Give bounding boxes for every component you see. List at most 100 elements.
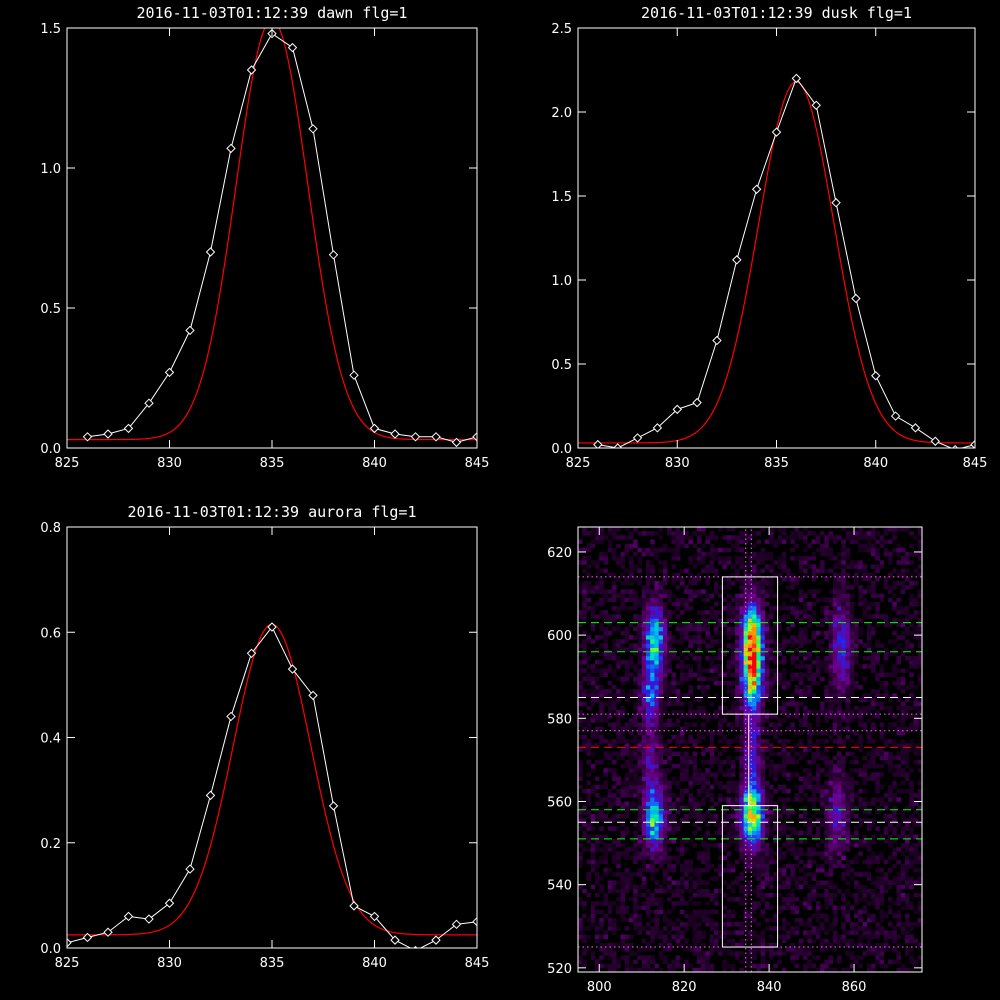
heatmap-cell	[650, 564, 655, 569]
heatmap-cell	[769, 539, 774, 544]
heatmap-cell	[739, 618, 744, 623]
heatmap-cell	[611, 701, 617, 707]
heatmap-cell	[726, 743, 732, 748]
heatmap-cell	[747, 730, 753, 736]
heatmap-cell	[781, 672, 787, 678]
heatmap-cell	[747, 751, 753, 757]
heatmap-cell	[637, 618, 643, 623]
heatmap-cell	[807, 726, 812, 732]
heatmap-cell	[849, 601, 855, 607]
heatmap-cell	[709, 668, 715, 673]
heatmap-cell	[832, 905, 838, 910]
heatmap-cell	[883, 942, 889, 948]
heatmap-cell	[696, 888, 702, 894]
heatmap-cell	[866, 547, 872, 553]
heatmap-cell	[756, 622, 761, 628]
heatmap-cell	[628, 951, 634, 956]
heatmap-cell	[688, 593, 693, 599]
heatmap-cell	[824, 813, 829, 819]
heatmap-cell	[832, 938, 838, 944]
heatmap-cell	[828, 589, 834, 594]
heatmap-cell	[722, 934, 727, 940]
heatmap-cell	[756, 805, 761, 811]
heatmap-cell	[726, 755, 732, 761]
heatmap-cell	[684, 622, 689, 628]
heatmap-cell	[671, 822, 676, 827]
heatmap-cell	[650, 597, 655, 603]
heatmap-cell	[645, 597, 651, 603]
heatmap-cell	[667, 689, 672, 694]
heatmap-cell	[599, 926, 604, 931]
heatmap-cell	[862, 643, 868, 648]
heatmap-cell	[747, 963, 753, 969]
heatmap-cell	[611, 655, 617, 661]
heatmap-cell	[888, 909, 893, 915]
heatmap-cell	[862, 797, 868, 802]
heatmap-cell	[875, 942, 880, 948]
heatmap-cell	[781, 680, 787, 686]
heatmap-cell	[769, 880, 774, 885]
heatmap-cell	[633, 568, 638, 574]
heatmap-cell	[858, 543, 863, 549]
heatmap-cell	[645, 759, 651, 765]
heatmap-cell	[786, 606, 791, 611]
heatmap-cell	[599, 739, 604, 744]
heatmap-cell	[650, 664, 655, 669]
heatmap-cell	[616, 797, 621, 802]
heatmap-cell	[603, 701, 609, 707]
heatmap-cell	[607, 751, 613, 757]
heatmap-cell	[820, 751, 825, 757]
heatmap-cell	[862, 572, 868, 578]
heatmap-cell	[837, 959, 842, 964]
heatmap-cell	[845, 685, 851, 690]
heatmap-cell	[858, 917, 863, 923]
heatmap-cell	[590, 855, 596, 861]
heatmap-cell	[713, 897, 719, 902]
heatmap-cell	[764, 959, 770, 964]
heatmap-cell	[752, 593, 757, 599]
heatmap-cell	[603, 597, 609, 603]
heatmap-cell	[803, 901, 808, 906]
heatmap-cell	[739, 901, 744, 906]
heatmap-cell	[896, 668, 902, 673]
heatmap-cell	[599, 601, 604, 607]
heatmap-cell	[616, 556, 621, 561]
heatmap-cell	[769, 689, 774, 694]
heatmap-cell	[637, 843, 643, 848]
heatmap-cell	[667, 739, 672, 744]
heatmap-cell	[713, 547, 719, 553]
heatmap-cell	[692, 822, 698, 827]
heatmap-cell	[730, 951, 736, 956]
heatmap-cell	[773, 730, 778, 736]
heatmap-cell	[692, 576, 698, 582]
heatmap-cell	[684, 568, 689, 574]
heatmap-cell	[892, 838, 897, 844]
heatmap-cell	[879, 913, 885, 919]
heatmap-cell	[837, 689, 842, 694]
heatmap-cell	[658, 776, 664, 781]
heatmap-cell	[752, 868, 757, 873]
heatmap-cell	[747, 606, 753, 611]
heatmap-cell	[675, 543, 681, 549]
heatmap-cell	[777, 730, 783, 736]
heatmap-cell	[650, 676, 655, 682]
heatmap-cell	[586, 589, 592, 594]
heatmap-cell	[671, 593, 676, 599]
heatmap-cell	[658, 901, 664, 906]
heatmap-cell	[620, 764, 626, 769]
heatmap-cell	[713, 709, 719, 715]
heatmap-cell	[599, 556, 604, 561]
heatmap-cell	[879, 701, 885, 707]
heatmap-cell	[871, 589, 876, 594]
heatmap-cell	[620, 660, 626, 665]
heatmap-cell	[662, 947, 668, 952]
heatmap-cell	[756, 789, 761, 794]
heatmap-cell	[582, 527, 587, 532]
heatmap-cell	[815, 597, 821, 603]
heatmap-cell	[667, 947, 672, 952]
heatmap-cell	[654, 755, 659, 761]
heatmap-cell	[637, 560, 643, 565]
heatmap-cell	[679, 543, 685, 549]
heatmap-cell	[837, 734, 842, 740]
heatmap-cell	[837, 755, 842, 761]
